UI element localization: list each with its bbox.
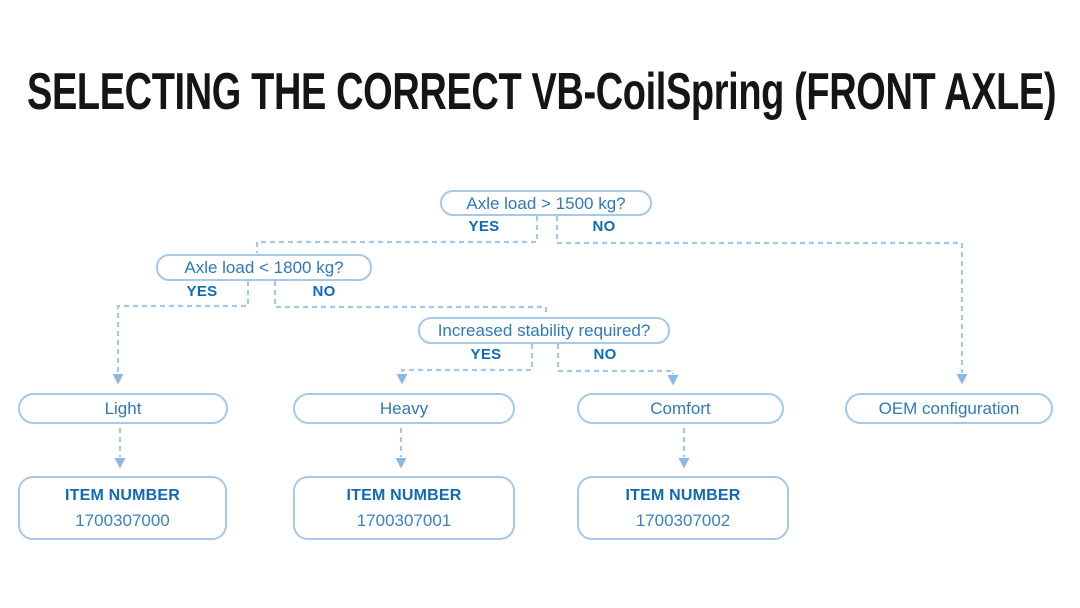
decision-box-axle-load-1800: Axle load < 1800 kg? <box>156 254 372 281</box>
connector-d1-yes-line <box>255 216 539 253</box>
yes-label: YES <box>470 346 502 363</box>
outcome-label: Light <box>104 399 142 418</box>
item-number-value: 1700307002 <box>635 510 731 530</box>
yes-label: YES <box>468 218 500 235</box>
outcome-box-oem-configuration: OEM configuration <box>845 393 1053 424</box>
arrow-down-icon <box>395 458 407 469</box>
item-number-value: 1700307000 <box>75 510 170 530</box>
connector-d3-no-line <box>556 344 675 374</box>
arrow-down-icon <box>114 458 126 469</box>
decision-question: Axle load < 1800 kg? <box>184 258 344 277</box>
item-number-box-comfort: ITEM NUMBER 1700307002 <box>577 476 789 540</box>
arrow-down-icon <box>667 375 679 386</box>
item-number-value: 1700307001 <box>356 510 452 530</box>
outcome-box-comfort: Comfort <box>577 393 784 424</box>
no-label: NO <box>312 283 336 300</box>
decision-question: Axle load > 1500 kg? <box>466 193 626 213</box>
arrow-down-icon <box>396 374 408 385</box>
arrow-down-icon <box>956 374 968 385</box>
connector-d1-no-line <box>555 216 964 373</box>
outcome-box-heavy: Heavy <box>293 393 515 424</box>
item-number-box-light: ITEM NUMBER 1700307000 <box>18 476 227 540</box>
decision-box-stability: Increased stability required? <box>418 317 670 344</box>
page-title: SELECTING THE CORRECT VB-CoilSpring (FRO… <box>27 63 1057 121</box>
item-number-box-heavy: ITEM NUMBER 1700307001 <box>293 476 515 540</box>
arrow-down-icon <box>112 374 124 385</box>
decision-question: Increased stability required? <box>437 321 651 340</box>
connector-d2-no-line <box>273 281 548 316</box>
item-number-heading: ITEM NUMBER <box>64 486 181 504</box>
yes-label: YES <box>186 283 218 300</box>
outcome-label: Comfort <box>650 399 711 418</box>
outcome-label: Heavy <box>379 399 429 418</box>
item-number-heading: ITEM NUMBER <box>625 486 741 504</box>
connector-d3-yes-line <box>400 344 534 373</box>
outcome-label: OEM configuration <box>878 399 1020 418</box>
arrow-down-icon <box>678 458 690 469</box>
connector-d2-yes-line <box>116 281 250 373</box>
item-number-heading: ITEM NUMBER <box>346 486 462 504</box>
outcome-box-light: Light <box>18 393 228 424</box>
decision-box-axle-load-1500: Axle load > 1500 kg? <box>440 190 652 216</box>
no-label: NO <box>593 346 617 363</box>
no-label: NO <box>592 218 616 235</box>
